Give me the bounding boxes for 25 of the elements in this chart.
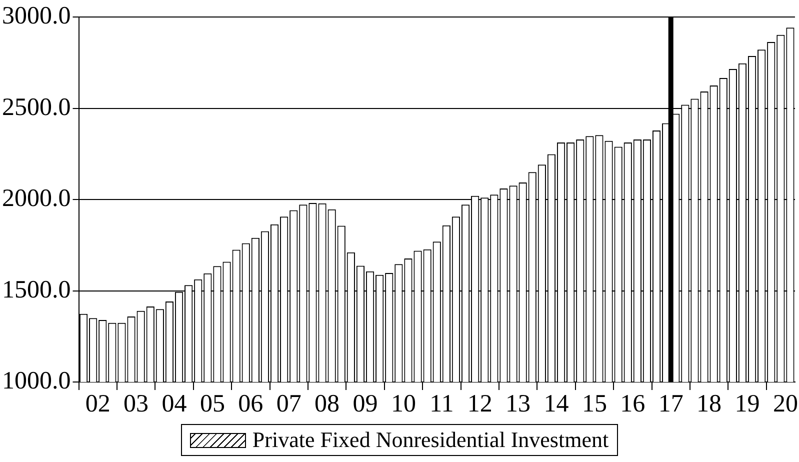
x-tick-label: 20 [772, 390, 798, 418]
x-tick-label: 11 [430, 390, 454, 418]
x-tick-label: 08 [314, 390, 340, 418]
x-tick-label: 03 [124, 390, 149, 418]
y-tick-label: 2500.0 [2, 94, 71, 121]
x-tick-label: 02 [85, 390, 110, 418]
x-tick-label: 04 [162, 390, 188, 418]
x-tick-label: 17 [658, 390, 684, 418]
x-tick-label: 12 [467, 390, 492, 418]
x-tick-label: 15 [582, 390, 607, 418]
x-tick-label: 10 [390, 390, 416, 418]
x-tick-label: 07 [276, 390, 302, 418]
series-label: Private Fixed Nonresidential Investment [252, 426, 609, 454]
y-tick-label: 3000.0 [2, 2, 71, 30]
x-tick-label: 06 [238, 390, 264, 418]
x-tick-label: 19 [734, 390, 760, 418]
y-tick-label: 1500.0 [2, 276, 71, 304]
x-tick-label: 18 [696, 390, 722, 418]
y-tick-label: 1000.0 [2, 368, 71, 395]
y-tick-label: 2000.0 [2, 185, 71, 212]
x-tick-label: 13 [506, 390, 531, 418]
x-tick-label: 14 [544, 390, 570, 418]
x-tick-label: 16 [620, 390, 646, 418]
x-tick-label: 05 [200, 390, 225, 418]
x-tick-label: 09 [352, 390, 378, 418]
